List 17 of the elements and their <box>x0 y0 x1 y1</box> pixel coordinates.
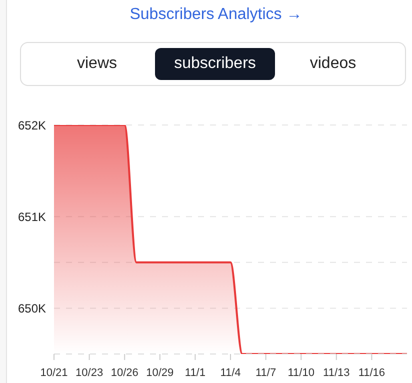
chart-title: Subscribers Analytics → <box>128 6 304 24</box>
x-tick-label: 10/21 <box>40 367 68 379</box>
x-tick-label: 10/26 <box>110 367 138 379</box>
x-tick-label: 11/10 <box>288 367 314 379</box>
text: videos <box>308 54 358 74</box>
y-tick-label: 652K <box>18 118 46 132</box>
text: subscribers <box>155 48 275 80</box>
x-tick-label: 11/1 <box>184 367 206 379</box>
text: views <box>76 54 118 74</box>
x-tick-label: 11/4 <box>220 367 241 379</box>
y-tick-label: 651K <box>18 210 46 224</box>
x-tick-label: 11/7 <box>256 367 276 379</box>
x-tick-label: 10/29 <box>146 367 174 379</box>
x-tick-label: 10/23 <box>76 367 104 379</box>
x-tick-label: 11/13 <box>323 367 350 379</box>
y-tick-label: 650K <box>18 301 46 316</box>
x-tick-label: 11/16 <box>358 367 386 379</box>
